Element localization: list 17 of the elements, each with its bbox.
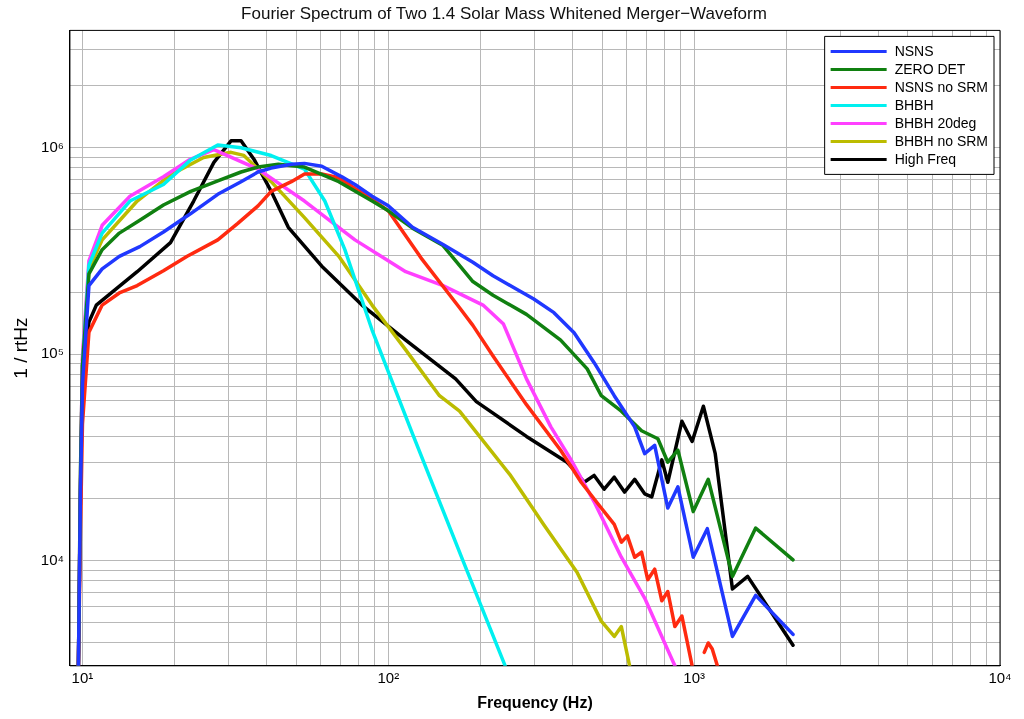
legend-label: BHBH bbox=[894, 97, 934, 114]
y-axis-title: 1 / rtHz bbox=[9, 317, 31, 379]
y-tick-label: 10⁶ bbox=[41, 137, 64, 155]
y-tick-label: 10⁵ bbox=[41, 344, 64, 362]
x-tick-label: 10³ bbox=[683, 668, 705, 686]
y-tick-label: 10⁴ bbox=[40, 550, 64, 568]
legend-label: High Freq bbox=[894, 151, 957, 168]
chart-title: Fourier Spectrum of Two 1.4 Solar Mass Whitened Merger−Waveform bbox=[241, 3, 767, 23]
x-tick-label: 10¹ bbox=[71, 668, 94, 686]
x-tick-label: 10⁴ bbox=[988, 668, 1012, 686]
legend-label: BHBH 20deg bbox=[894, 115, 977, 132]
legend-label: NSNS no SRM bbox=[894, 79, 988, 96]
legend-label: NSNS bbox=[894, 43, 934, 60]
legend-label: ZERO DET bbox=[894, 61, 966, 78]
x-tick-label: 10² bbox=[377, 668, 400, 686]
legend-label: BHBH no SRM bbox=[894, 133, 988, 150]
x-axis-title: Frequency (Hz) bbox=[477, 693, 593, 711]
